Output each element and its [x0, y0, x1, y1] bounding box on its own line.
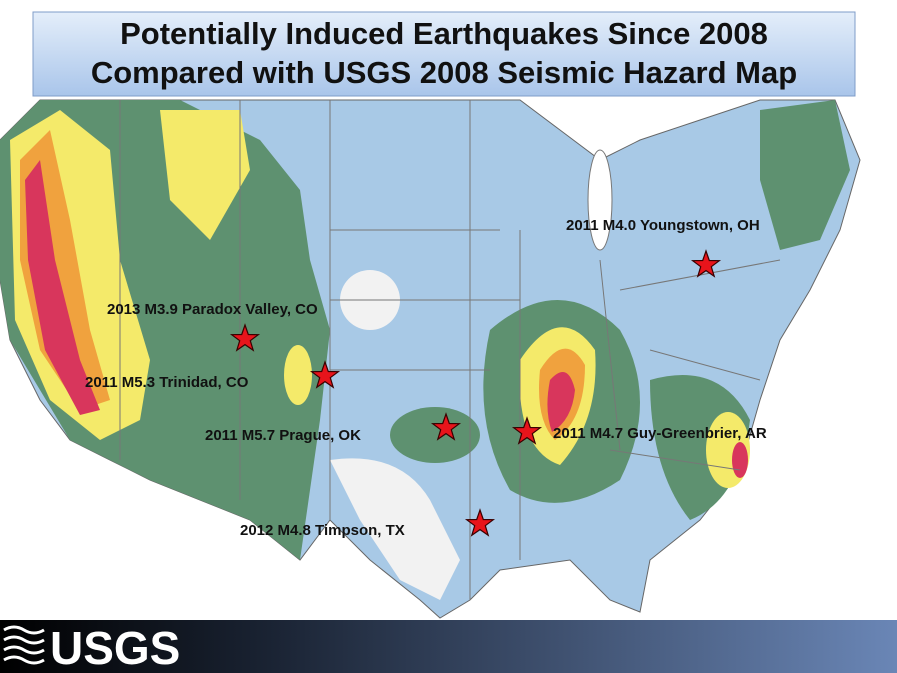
hazard-moderate	[390, 407, 480, 463]
lowest-hazard	[330, 458, 460, 600]
hazard-highest	[547, 372, 575, 432]
hazard-highest	[732, 442, 748, 478]
event-label: 2011 M5.7 Prague, OK	[205, 427, 361, 444]
event-label: 2011 M4.0 Youngstown, OH	[566, 217, 760, 234]
hazard-highest	[25, 160, 100, 415]
event-label: 2013 M3.9 Paradox Valley, CO	[107, 301, 318, 318]
footer-logo: USGS	[50, 622, 180, 673]
map	[0, 99, 861, 619]
event-label: 2012 M4.8 Timpson, TX	[240, 522, 405, 539]
events: 2011 M4.0 Youngstown, OH 2013 M3.9 Parad…	[85, 217, 767, 539]
event-label: 2011 M5.3 Trinidad, CO	[85, 374, 249, 391]
event-label: 2011 M4.7 Guy-Greenbrier, AR	[553, 425, 767, 442]
title-line: Potentially Induced Earthquakes Since 20…	[120, 16, 768, 51]
title-box	[32, 11, 856, 97]
great-lake	[587, 149, 613, 251]
hazard-moderate	[760, 100, 850, 250]
hazard-high	[160, 110, 250, 240]
hazard-high	[284, 345, 312, 405]
title-line: Compared with USGS 2008 Seismic Hazard M…	[91, 55, 797, 90]
footer-bar	[0, 620, 897, 673]
usgs-waves	[3, 625, 45, 665]
